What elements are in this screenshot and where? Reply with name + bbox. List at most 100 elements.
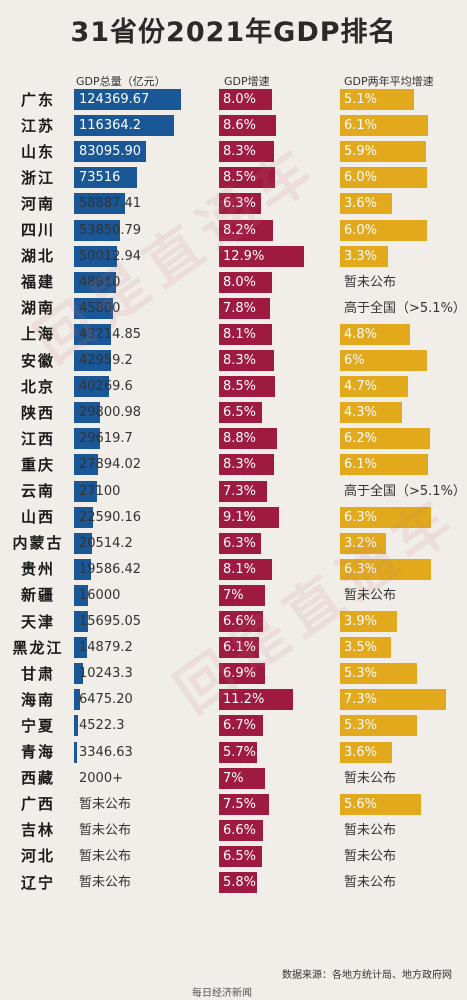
gdp-growth-bar [219,245,305,267]
two-year-growth-bar [340,245,388,267]
two-year-growth-value-label: 5.3% [344,718,378,734]
gdp-total-bar [74,506,94,528]
gdp-total-value-label: 暂未公布 [79,822,132,838]
two-year-growth-value-label: 高于全国（>5.1%） [344,483,466,499]
table-row: 甘肃 10243.3 6.9% 5.3% [0,660,467,686]
gdp-total-value-label: 15695.05 [79,614,142,629]
gdp-total-value-label: 83095.90 [79,144,142,160]
gdp-growth-bar [219,637,260,659]
gdp-total-bar [74,297,114,319]
gdp-total-bar [74,611,88,632]
gdp-total-bar [74,454,99,476]
province-label: 四川 [20,221,55,239]
gdp-total-bar [74,245,118,267]
gdp-growth-value-label: 6.5% [223,405,257,421]
gdp-growth-value-label: 8.3% [223,144,257,160]
gdp-growth-value-label: 8.5% [223,170,257,186]
province-label: 江苏 [20,116,55,135]
column-header-gdp-total: GDP总量（亿元） [76,75,166,88]
two-year-growth-bar [340,350,427,371]
two-year-growth-value-label: 5.9% [344,144,378,160]
gdp-total-bar [74,167,138,189]
province-label: 黑龙江 [12,638,64,657]
gdp-growth-bar [219,793,269,815]
two-year-growth-bar [340,506,432,528]
two-year-growth-value-label: 6.2% [344,431,378,447]
two-year-growth-bar [340,611,397,632]
province-label: 云南 [20,482,55,500]
two-year-growth-value-label: 6.0% [344,222,378,238]
province-label: 安徽 [20,351,55,370]
province-label: 陕西 [20,403,55,422]
gdp-total-value-label: 73516 [79,170,121,186]
gdp-growth-value-label: 6.9% [223,666,257,682]
two-year-growth-bar [340,532,387,554]
gdp-total-value-label: 124369.67 [79,92,150,107]
gdp-growth-bar [219,872,258,893]
two-year-growth-value-label: 6.3% [344,509,378,525]
gdp-total-value-label: 27894.02 [79,457,142,473]
two-year-growth-bar [340,637,391,659]
gdp-growth-bar [219,689,293,711]
table-row: 北京 40269.6 8.5% 4.7% [0,373,467,399]
gdp-total-value-label: 58887.41 [79,196,142,212]
table-row: 西藏 2000+ 7% 暂未公布 [0,765,467,791]
gdp-growth-bar [219,767,266,789]
table-row: 广西 暂未公布 7.5% 5.6% [0,791,467,817]
gdp-growth-value-label: 8.1% [223,326,257,342]
gdp-growth-bar [219,219,274,241]
gdp-growth-value-label: 8.0% [223,92,257,107]
gdp-growth-value-label: 7.5% [223,796,257,812]
two-year-growth-bar [340,689,446,711]
gdp-total-bar [74,271,117,293]
table-row: 广东 124369.67 8.0% 5.1% [0,86,467,112]
gdp-growth-value-label: 9.1% [223,509,257,525]
gdp-total-value-label: 暂未公布 [79,848,132,864]
table-row: 云南 27100 7.3% 高于全国（>5.1%） [0,478,467,504]
gdp-growth-value-label: 7% [223,770,244,786]
gdp-total-bar [74,480,98,502]
two-year-growth-value-label: 暂未公布 [344,822,397,838]
gdp-growth-value-label: 6.5% [223,848,257,864]
column-header-gdp-growth: GDP增速 [224,75,270,88]
gdp-growth-value-label: 8.2% [223,222,257,238]
gdp-growth-value-label: 8.0% [223,274,257,290]
gdp-growth-value-label: 6.3% [223,535,257,551]
province-label: 江西 [20,429,55,448]
column-header-two-year-growth: GDP两年平均增速 [344,75,434,88]
gdp-growth-value-label: 8.6% [223,118,257,134]
two-year-growth-value-label: 4.7% [344,379,378,395]
two-year-growth-bar [340,167,427,189]
gdp-growth-bar [219,141,274,163]
gdp-growth-bar [219,611,263,632]
gdp-growth-value-label: 5.8% [223,875,257,890]
gdp-growth-bar [219,167,276,189]
gdp-growth-value-label: 6.6% [223,822,257,838]
table-row: 宁夏 4522.3 6.7% 5.3% [0,712,467,738]
two-year-growth-value-label: 3.6% [344,196,378,212]
two-year-growth-bar [340,663,417,685]
two-year-growth-value-label: 3.5% [344,640,378,656]
gdp-growth-value-label: 8.8% [223,431,257,447]
gdp-growth-bar [219,715,264,737]
gdp-growth-value-label: 6.1% [223,640,257,656]
province-label: 福建 [20,273,55,292]
gdp-growth-bar [219,402,262,424]
gdp-total-bar [74,219,121,241]
province-label: 海南 [20,690,55,709]
two-year-growth-value-label: 暂未公布 [344,848,397,864]
province-label: 山西 [20,508,55,527]
gdp-total-value-label: 2000+ [79,770,123,786]
table-row: 陕西 29800.98 6.5% 4.3% [0,399,467,425]
table-row: 新疆 16000 7% 暂未公布 [0,582,467,608]
gdp-growth-bar [219,89,272,110]
province-label: 广东 [20,90,55,109]
gdp-total-bar [74,689,80,711]
table-row: 黑龙江 14879.2 6.1% 3.5% [0,634,467,660]
province-label: 新疆 [20,586,55,605]
gdp-growth-bar [219,819,263,841]
province-label: 北京 [20,377,55,396]
two-year-growth-value-label: 暂未公布 [344,875,397,890]
table-row: 江苏 116364.2 8.6% 6.1% [0,112,467,138]
two-year-growth-value-label: 6.0% [344,170,378,186]
